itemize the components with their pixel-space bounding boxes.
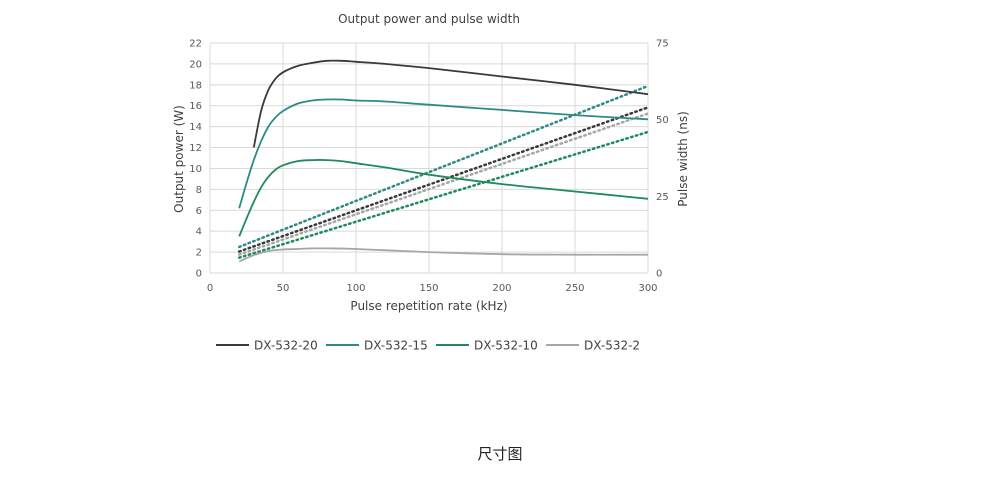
series-line-dx-532-2	[238, 247, 649, 263]
series-line-dx-532-20	[252, 59, 649, 148]
pulse-width-trendline	[237, 130, 650, 259]
y-tick-label: 14	[189, 122, 202, 133]
caption: 尺寸图	[477, 445, 523, 463]
y2-tick-label: 50	[656, 115, 669, 126]
legend-label: DX-532-20	[254, 339, 318, 353]
pulse-width-trendline	[237, 106, 650, 253]
x-axis-title: Pulse repetition rate (kHz)	[350, 299, 507, 313]
y-axis-ticks: 0 2 4 6 8 10 12 14 16 18 20 22	[189, 39, 202, 280]
y-tick-label: 20	[189, 59, 202, 70]
series-line-dx-532-10	[238, 159, 649, 237]
y-tick-label: 10	[189, 164, 202, 175]
series-line-dx-532-15	[238, 98, 649, 209]
legend-label: DX-532-10	[474, 339, 538, 353]
chart-title: Output power and pulse width	[338, 12, 520, 26]
y2-tick-label: 0	[656, 269, 662, 280]
y-tick-label: 16	[189, 101, 202, 112]
legend-label: DX-532-15	[364, 339, 428, 353]
x-tick-label: 0	[207, 283, 213, 294]
x-tick-label: 100	[346, 283, 365, 294]
y-tick-label: 0	[196, 269, 202, 280]
y2-axis-title: Pulse width (ns)	[676, 111, 690, 207]
y-tick-label: 8	[196, 185, 202, 196]
y-tick-label: 18	[189, 80, 202, 91]
power-series-lines	[238, 59, 649, 263]
y-tick-label: 6	[196, 206, 202, 217]
x-axis-ticks: 0 50 100 150 200 250 300	[207, 283, 658, 294]
pulse-width-trendlines	[237, 84, 650, 259]
y-tick-label: 2	[196, 248, 202, 259]
y2-tick-label: 75	[656, 39, 669, 50]
y-tick-label: 4	[196, 227, 202, 238]
x-tick-label: 150	[419, 283, 438, 294]
x-tick-label: 200	[492, 283, 511, 294]
y-tick-label: 22	[189, 39, 202, 50]
legend-label: DX-532-2	[584, 339, 640, 353]
x-tick-label: 300	[638, 283, 657, 294]
pulse-width-trendline	[237, 84, 650, 249]
y-axis-title: Output power (W)	[172, 105, 186, 213]
x-tick-label: 250	[565, 283, 584, 294]
y2-tick-label: 25	[656, 192, 669, 203]
x-tick-label: 50	[277, 283, 290, 294]
y2-axis-ticks: 0 25 50 75	[656, 39, 669, 280]
pulse-width-trendline	[237, 112, 650, 256]
y-tick-label: 12	[189, 143, 202, 154]
chart-legend: DX-532-20 DX-532-15 DX-532-10 DX-532-2	[216, 339, 640, 353]
